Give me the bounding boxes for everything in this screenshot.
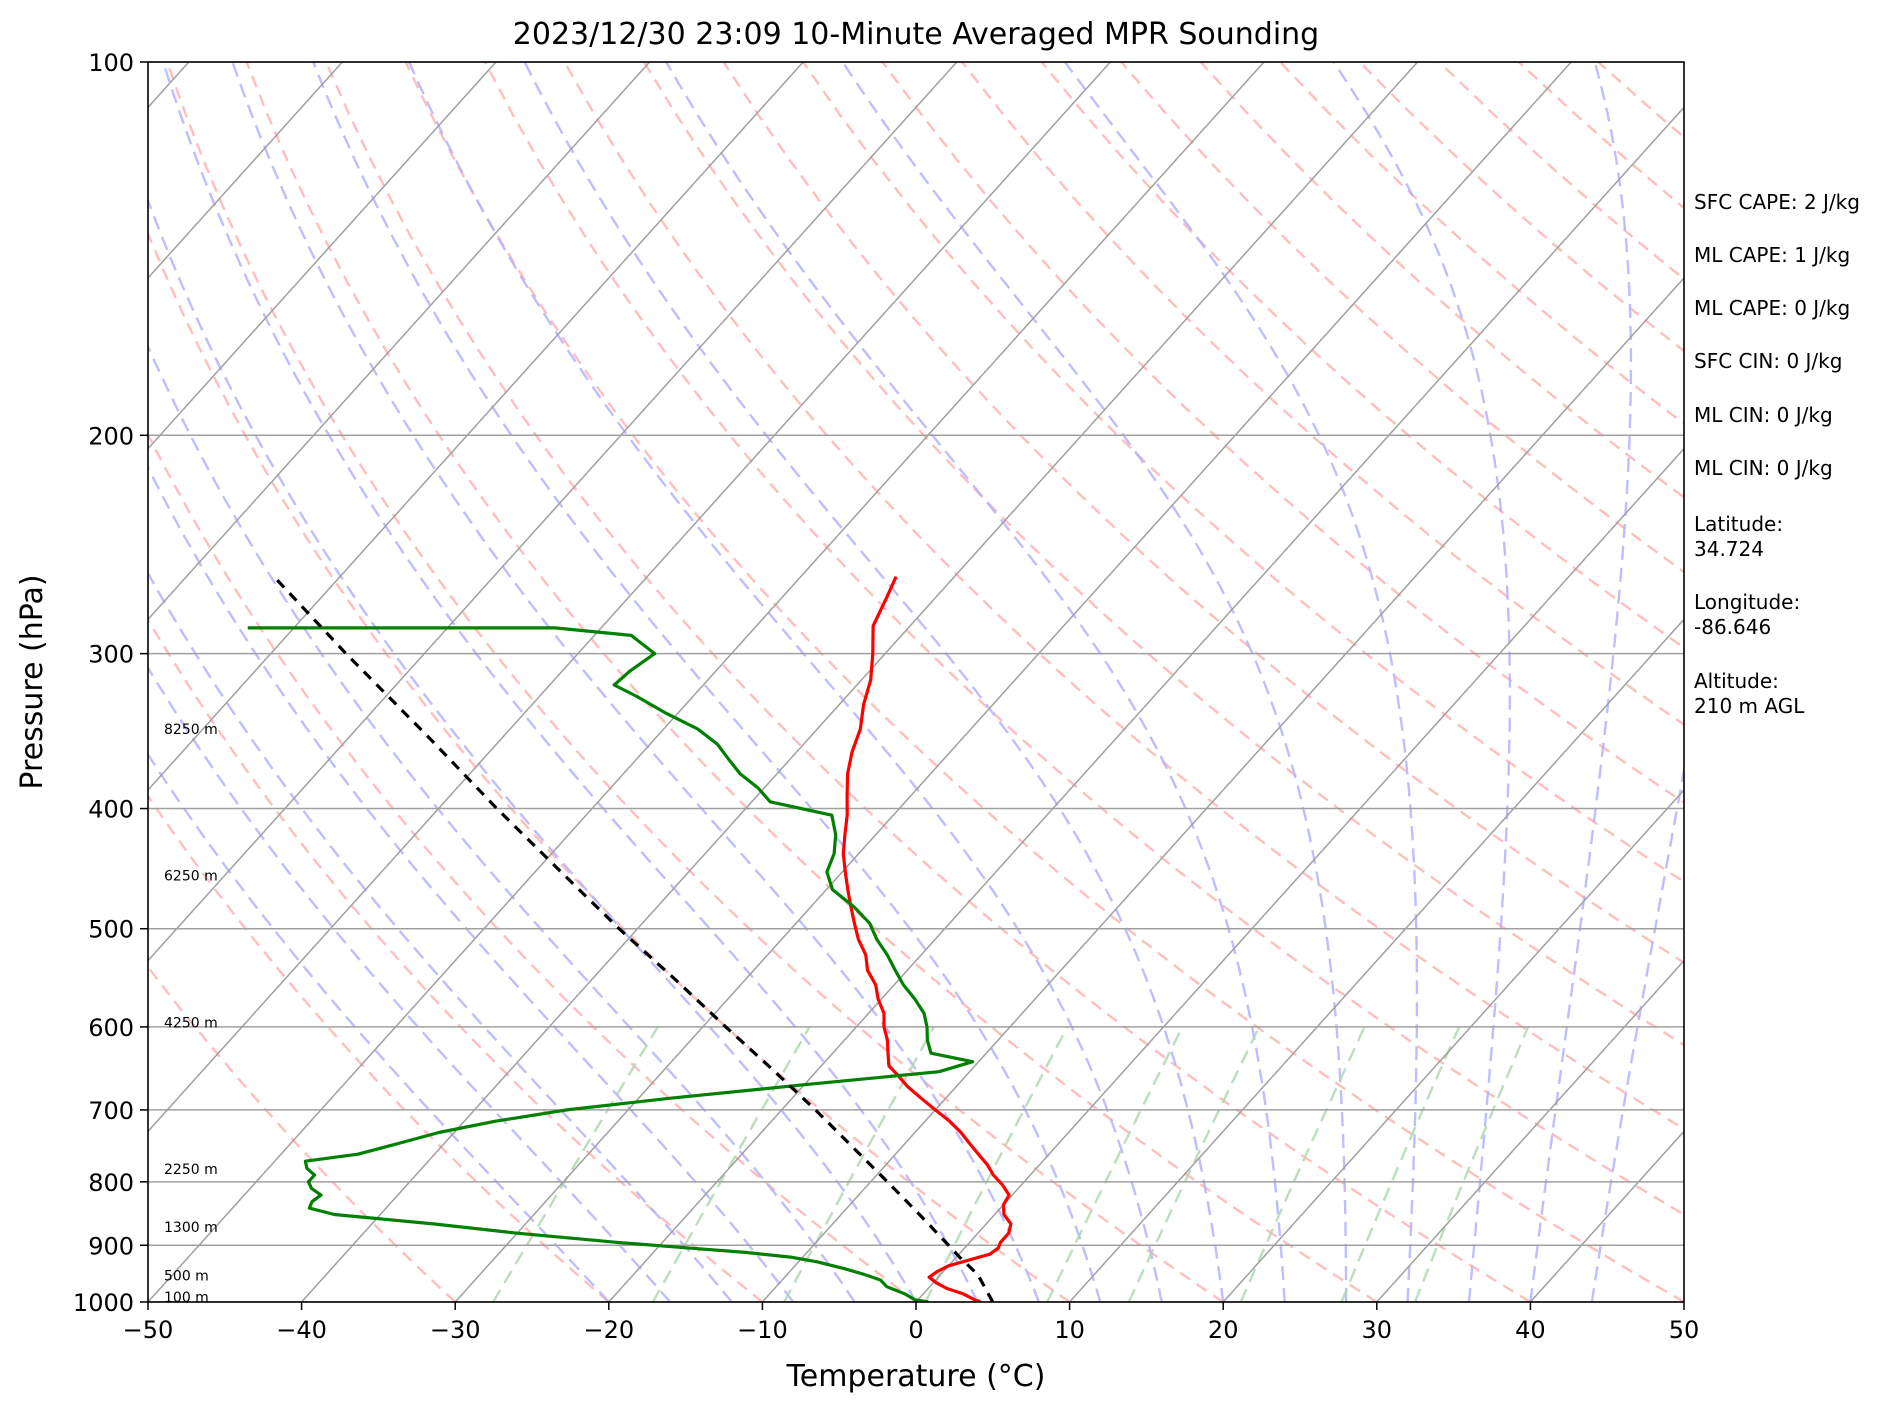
info-line: SFC CAPE: 2 J/kg <box>1694 190 1860 214</box>
y-tick-label: 800 <box>88 1169 134 1197</box>
isotherm-line <box>761 276 1684 1302</box>
x-tick-label: −30 <box>430 1316 481 1344</box>
moist-adiabat <box>312 62 1102 1302</box>
info-line: SFC CIN: 0 J/kg <box>1694 349 1843 373</box>
plot-area <box>148 62 1684 1302</box>
moist-adiabat <box>148 752 610 1302</box>
y-tick-label: 400 <box>88 796 134 824</box>
isotherm-line <box>148 62 958 962</box>
moist-adiabat <box>523 62 1225 1302</box>
moist-adiabat <box>148 665 672 1302</box>
y-tick-label: 600 <box>88 1014 134 1042</box>
dry-adiabat <box>484 62 1684 1216</box>
moist-adiabat <box>148 465 795 1302</box>
height-label: 2250 m <box>164 1162 218 1178</box>
moist-adiabat <box>1063 62 1419 1302</box>
dry-adiabat <box>148 965 457 1302</box>
x-tick-label: −50 <box>123 1316 174 1344</box>
moist-adiabat <box>1332 62 1511 1302</box>
y-tick-label: 200 <box>88 422 134 450</box>
x-tick-label: −40 <box>276 1316 327 1344</box>
dry-adiabat <box>148 793 610 1302</box>
dry-adiabat <box>881 62 1684 805</box>
info-line: ML CIN: 0 J/kg <box>1694 456 1833 480</box>
temperature-profile <box>841 575 1013 1302</box>
isotherm-line <box>915 447 1684 1302</box>
y-tick-label: 900 <box>88 1232 134 1260</box>
x-tick-label: 20 <box>1208 1316 1239 1344</box>
isotherm-line <box>148 62 651 621</box>
x-axis-label: Temperature (°C) <box>786 1359 1046 1394</box>
moist-adiabat <box>148 343 856 1302</box>
dry-adiabat <box>165 62 1224 1302</box>
x-tick-label: 50 <box>1669 1316 1700 1344</box>
y-tick-label: 300 <box>88 641 134 669</box>
info-line: ML CAPE: 0 J/kg <box>1694 296 1851 320</box>
moist-adiabat <box>148 197 918 1302</box>
height-label: 500 m <box>164 1269 209 1285</box>
x-tick-label: 10 <box>1054 1316 1085 1344</box>
y-tick-label: 500 <box>88 916 134 944</box>
moist-adiabat <box>148 570 733 1302</box>
info-line: Longitude: -86.646 <box>1694 590 1801 639</box>
isotherm-line <box>1069 618 1684 1302</box>
x-tick-label: −20 <box>583 1316 634 1344</box>
height-labels: 100 m 500 m 1300 m 2250 m 4250 m 6250 m 8250 m <box>164 722 218 1306</box>
x-tick-label: 30 <box>1362 1316 1393 1344</box>
height-label: 100 m <box>164 1290 209 1306</box>
moist-adiabat <box>408 62 1163 1302</box>
dry-adiabat <box>325 62 1532 1302</box>
height-label: 1300 m <box>164 1220 218 1236</box>
dry-adiabat <box>148 431 917 1302</box>
moist-adiabat <box>231 62 1041 1302</box>
height-label: 8250 m <box>164 722 218 738</box>
dry-adiabat <box>1040 62 1684 650</box>
info-line: Latitude: 34.724 <box>1694 512 1784 561</box>
x-tick-label: −10 <box>737 1316 788 1344</box>
moist-adiabat <box>665 62 1286 1302</box>
isotherm-line <box>301 62 1419 1302</box>
axis-ticks: −50 −40 −30 −20 −10 0 10 20 30 40 50 100 200 300 400 50… <box>73 49 1699 1344</box>
background-lines <box>148 62 1684 1302</box>
dry-adiabat <box>563 62 1684 1131</box>
height-label: 4250 m <box>164 1015 218 1031</box>
dry-adiabat <box>961 62 1684 726</box>
height-label: 6250 m <box>164 869 218 885</box>
dry-adiabat <box>404 62 1684 1302</box>
y-tick-label: 1000 <box>73 1289 134 1317</box>
moist-adiabat <box>1529 62 1633 1302</box>
isotherm-line <box>1222 788 1684 1302</box>
moist-adiabat <box>1590 764 1684 1302</box>
isotherm-line <box>454 62 1572 1302</box>
moist-adiabat <box>162 62 979 1302</box>
info-line: ML CAPE: 1 J/kg <box>1694 243 1851 267</box>
y-tick-label: 100 <box>88 49 134 77</box>
dry-adiabat <box>643 62 1684 1047</box>
chart-title: 2023/12/30 23:09 10-Minute Averaged MPR … <box>513 17 1319 52</box>
isotherm-line <box>148 62 804 792</box>
y-tick-label: 700 <box>88 1097 134 1125</box>
isotherm-line <box>1376 959 1684 1302</box>
info-line: ML CIN: 0 J/kg <box>1694 403 1833 427</box>
y-axis-label: Pressure (hPa) <box>15 574 50 789</box>
isotherm-line <box>148 62 343 280</box>
info-line: Altitude: 210 m AGL <box>1694 669 1805 718</box>
dry-adiabat <box>802 62 1684 884</box>
series-group <box>247 575 1013 1302</box>
dry-adiabat <box>245 62 1378 1302</box>
x-tick-label: 0 <box>908 1316 923 1344</box>
x-tick-label: 40 <box>1515 1316 1546 1344</box>
isotherm-line <box>148 62 497 450</box>
isotherm-line <box>148 62 1111 1133</box>
isotherm-line <box>608 106 1684 1302</box>
dewpoint-profile <box>247 626 975 1302</box>
isotherm-line <box>148 62 1265 1302</box>
